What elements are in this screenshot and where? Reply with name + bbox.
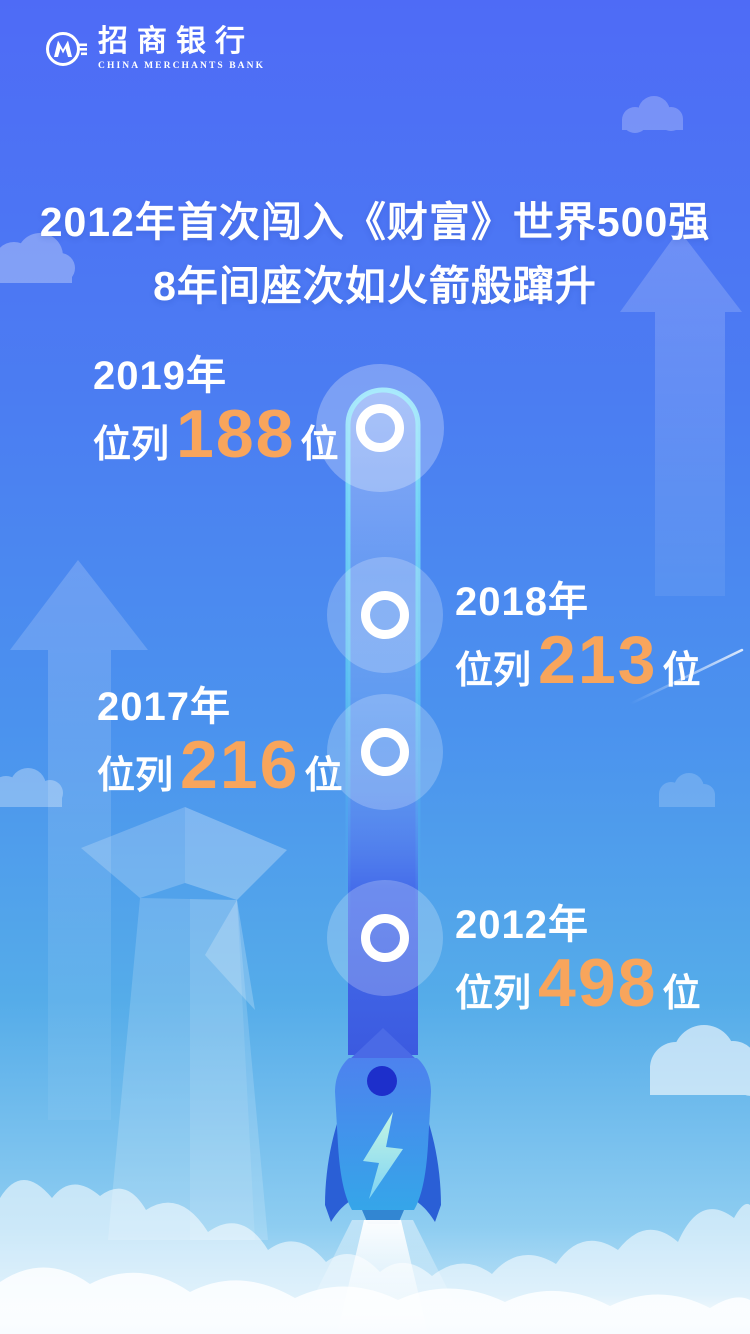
milestone-2018: 2018年 位列 213 位 [455,578,701,694]
cmb-logo-text: 招商银行 CHINA MERCHANTS BANK [98,25,266,72]
title-line-1: 2012年首次闯入《财富》世界500强 [39,199,711,245]
milestone-2017: 2017年 位列 216 位 [97,683,343,799]
lightning-icon [363,1112,403,1199]
rank-suffix: 位 [662,650,701,692]
page-title: 2012年首次闯入《财富》世界500强 8年间座次如火箭般蹿升 [0,190,750,318]
cloud-icon [0,233,75,283]
rank-prefix: 位列 [455,973,532,1015]
milestone-2019: 2019年 位列 188 位 [93,352,339,468]
milestone-year: 2012年 [455,903,589,947]
rocket-exhaust [295,1220,470,1334]
milestone-2012: 2012年 位列 498 位 [455,901,701,1017]
milestone-year: 2019年 [93,354,227,398]
rank-suffix: 位 [662,973,701,1015]
rank-prefix: 位列 [455,650,532,692]
cloud-icon [622,96,683,133]
milestone-rank-line: 位列 188 位 [93,396,339,472]
rank-number: 216 [180,727,300,803]
rank-suffix: 位 [300,424,339,466]
timeline-dot [361,914,409,962]
brand-name-cn: 招商银行 [98,25,254,58]
milestone-rank-line: 位列 213 位 [455,622,701,698]
cmb-logo-icon [46,31,87,66]
rank-suffix: 位 [304,755,343,797]
up-arrow-icon [10,560,148,1120]
rank-prefix: 位列 [97,755,174,797]
rocket-window [367,1066,397,1096]
cmb-logo: 招商银行 CHINA MERCHANTS BANK [44,26,265,71]
brand-name-en: CHINA MERCHANTS BANK [98,61,266,71]
rank-prefix: 位列 [93,424,170,466]
up-arrow-icon [620,230,742,596]
cloud-icon [650,1025,750,1096]
rank-number: 213 [538,622,658,698]
cloud-icon [659,773,715,807]
rank-number: 498 [538,945,658,1021]
streak-line [628,648,744,706]
faceted-arrow-icon [81,807,287,1240]
milestone-year: 2018年 [455,580,589,624]
timeline-dot [356,404,404,452]
milestone-rank-line: 位列 498 位 [455,945,701,1021]
cloud-icon [0,768,63,807]
milestone-year: 2017年 [97,685,231,729]
timeline-track [345,387,421,1055]
milestone-rank-line: 位列 216 位 [97,727,343,803]
rank-number: 188 [176,396,296,472]
rocket-icon [325,1028,441,1224]
timeline-dot [361,728,409,776]
timeline-dot [361,591,409,639]
title-line-2: 8年间座次如火箭般蹿升 [153,263,597,309]
